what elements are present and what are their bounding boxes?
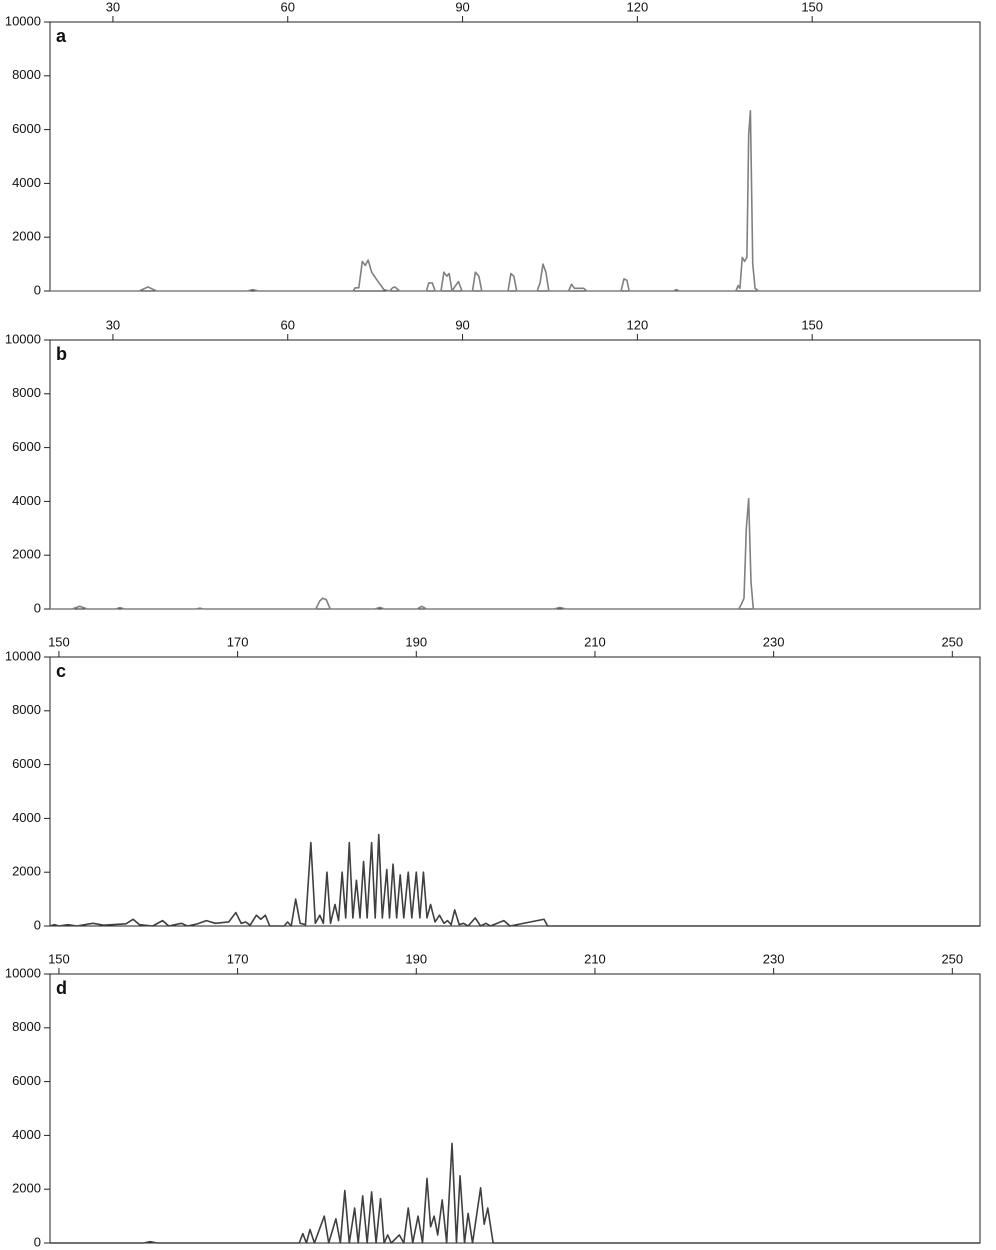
x-tick-label: 150 (801, 0, 823, 14)
x-tick-label: 150 (48, 634, 70, 649)
x-tick-label: 60 (281, 317, 295, 332)
y-tick-label: 4000 (12, 175, 41, 190)
y-tick-label: 2000 (12, 1181, 41, 1196)
x-tick-label: 190 (405, 951, 427, 966)
panel: 30 60 90 120 150 0 2000 4000 6000 8000 10000 b (5, 317, 981, 615)
panel-label: d (56, 978, 67, 998)
x-tick-label: 90 (455, 0, 469, 14)
panel: 150 170 190 210 230 250 0 2000 4000 6000 8000 10000… (5, 634, 981, 932)
y-tick-label: 8000 (12, 67, 41, 82)
panel-label: c (56, 661, 66, 681)
y-tick-label: 6000 (12, 439, 41, 454)
y-tick-label: 2000 (12, 229, 41, 244)
y-tick-label: 10000 (5, 965, 41, 980)
y-tick-label: 6000 (12, 121, 41, 136)
y-tick-label: 4000 (12, 810, 41, 825)
x-tick-label: 120 (627, 0, 649, 14)
y-tick-label: 10000 (5, 331, 41, 346)
plot-frame (49, 656, 981, 927)
x-tick-label: 170 (227, 951, 249, 966)
x-tick-label: 230 (763, 951, 785, 966)
y-tick-label: 0 (34, 600, 41, 615)
y-tick-label: 0 (34, 917, 41, 932)
y-tick-label: 8000 (12, 1019, 41, 1034)
x-tick-label: 250 (941, 951, 963, 966)
trace (50, 109, 980, 292)
x-tick-label: 30 (106, 0, 120, 14)
panel-label: a (56, 26, 67, 46)
y-tick-label: 10000 (5, 13, 41, 28)
trace (49, 833, 980, 927)
panel: 150 170 190 210 230 250 0 2000 4000 6000 8000 10000… (5, 951, 981, 1249)
y-tick-label: 2000 (12, 547, 41, 562)
x-tick-label: 250 (941, 634, 963, 649)
y-tick-label: 10000 (5, 648, 41, 663)
x-tick-label: 120 (627, 317, 649, 332)
y-tick-label: 8000 (12, 385, 41, 400)
panel: 30 60 90 120 150 0 2000 4000 6000 8000 10000 a (5, 0, 981, 297)
x-tick-label: 210 (584, 951, 606, 966)
plot-frame (49, 21, 981, 292)
x-tick-label: 210 (584, 634, 606, 649)
trace (50, 1142, 980, 1244)
y-tick-label: 4000 (12, 493, 41, 508)
y-tick-label: 8000 (12, 702, 41, 717)
x-tick-label: 190 (405, 634, 427, 649)
x-tick-label: 170 (227, 634, 249, 649)
x-tick-label: 90 (455, 317, 469, 332)
x-tick-label: 150 (801, 317, 823, 332)
y-tick-label: 2000 (12, 864, 41, 879)
x-tick-label: 60 (281, 0, 295, 14)
y-tick-label: 6000 (12, 1073, 41, 1088)
x-tick-label: 30 (106, 317, 120, 332)
trace (50, 497, 980, 610)
x-tick-label: 150 (48, 951, 70, 966)
y-tick-label: 0 (34, 1234, 41, 1249)
y-tick-label: 4000 (12, 1127, 41, 1142)
plot-frame (49, 973, 981, 1244)
y-tick-label: 6000 (12, 756, 41, 771)
x-tick-label: 230 (763, 634, 785, 649)
plot-frame (49, 339, 981, 610)
panel-label: b (56, 344, 67, 364)
y-tick-label: 0 (34, 282, 41, 297)
